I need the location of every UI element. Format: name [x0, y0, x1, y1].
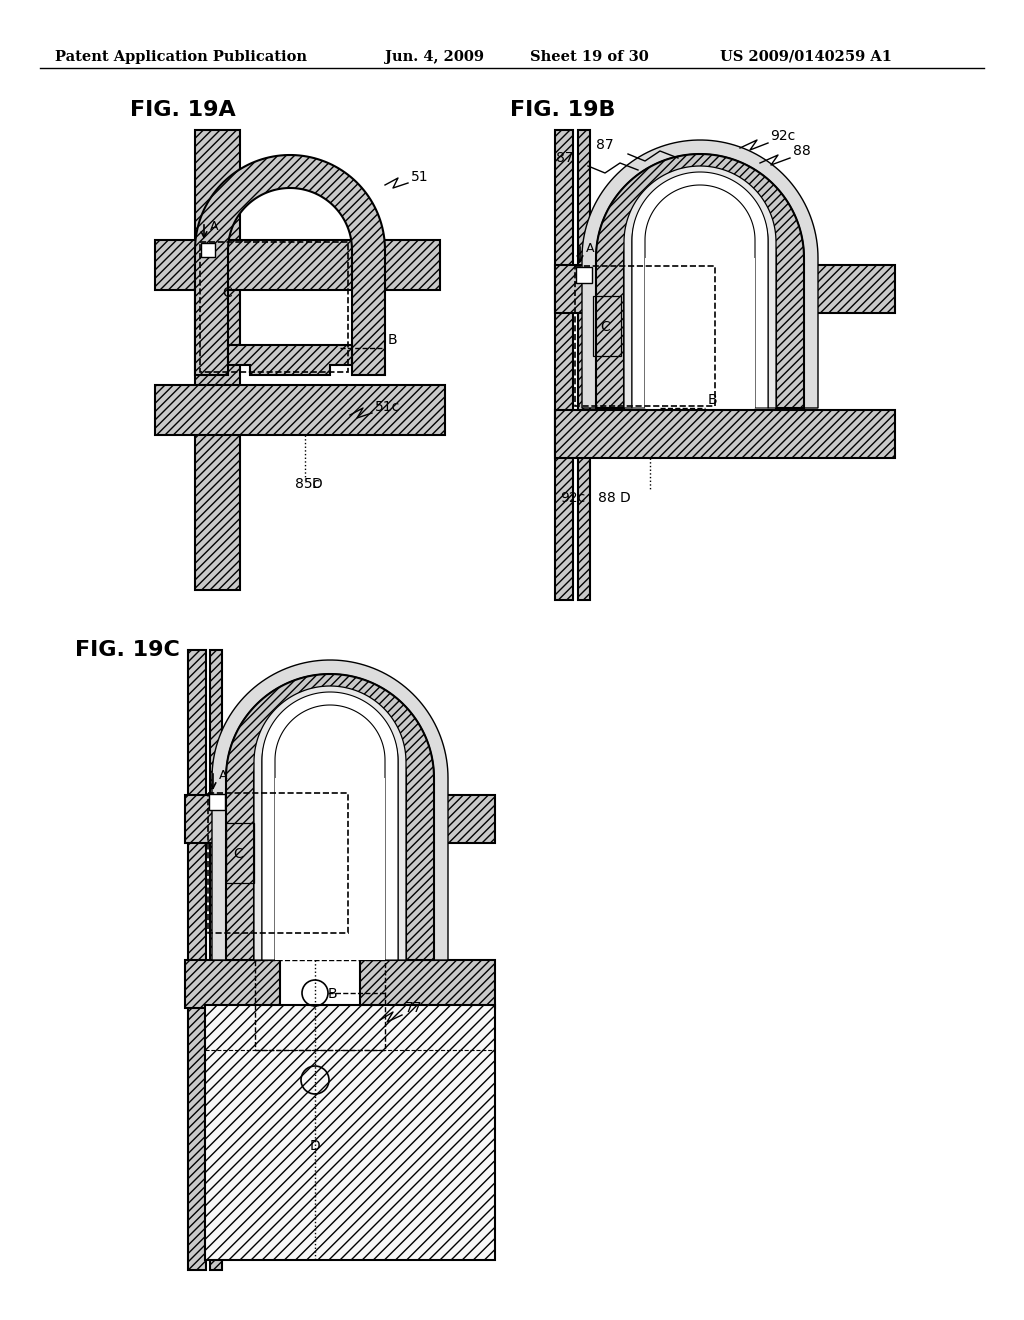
Text: 77: 77 [406, 1001, 423, 1015]
Bar [200, 242, 348, 372]
Bar [185, 960, 280, 1008]
Text: Sheet 19 of 30: Sheet 19 of 30 [530, 50, 649, 63]
Bar [155, 385, 445, 436]
Bar [185, 795, 495, 843]
Bar [575, 267, 715, 407]
Text: C: C [233, 847, 243, 861]
Text: A: A [210, 220, 218, 234]
Bar [210, 649, 222, 1270]
Text: D: D [312, 477, 323, 491]
Text: 87: 87 [596, 139, 613, 152]
Text: C: C [600, 319, 609, 334]
Bar [188, 649, 206, 1270]
Bar [195, 129, 240, 590]
Text: FIG. 19C: FIG. 19C [75, 640, 180, 660]
Polygon shape [212, 660, 449, 960]
Bar [201, 243, 215, 257]
Text: 88: 88 [598, 491, 615, 506]
Polygon shape [226, 675, 434, 960]
Bar [555, 129, 573, 601]
Bar [255, 960, 385, 1049]
Text: D: D [310, 1139, 321, 1152]
Text: 85c: 85c [295, 477, 321, 491]
Bar [208, 793, 348, 933]
Polygon shape [262, 692, 398, 960]
Polygon shape [596, 154, 804, 408]
Text: A: A [219, 770, 227, 781]
Polygon shape [582, 140, 818, 408]
Polygon shape [254, 686, 406, 960]
Text: B: B [328, 987, 338, 1001]
Bar [645, 257, 755, 408]
Text: Jun. 4, 2009: Jun. 4, 2009 [385, 50, 484, 63]
Text: FIG. 19A: FIG. 19A [130, 100, 236, 120]
Polygon shape [195, 154, 385, 375]
Text: 88: 88 [793, 144, 811, 158]
Bar [555, 265, 895, 313]
Polygon shape [624, 166, 776, 408]
Text: US 2009/0140259 A1: US 2009/0140259 A1 [720, 50, 892, 63]
Bar [275, 777, 385, 960]
Text: 51: 51 [411, 170, 429, 183]
Bar [555, 411, 895, 458]
Bar [205, 1005, 495, 1261]
Text: 92c: 92c [560, 491, 586, 506]
Polygon shape [632, 172, 768, 408]
Text: D: D [620, 491, 631, 506]
Text: 87: 87 [556, 150, 573, 165]
Bar [575, 267, 592, 282]
Bar [209, 795, 225, 810]
Polygon shape [228, 345, 352, 375]
Text: B: B [388, 333, 397, 347]
Bar [360, 960, 495, 1008]
Bar [578, 129, 590, 601]
Text: Patent Application Publication: Patent Application Publication [55, 50, 307, 63]
Bar [155, 240, 440, 290]
Text: B: B [708, 393, 718, 407]
Text: FIG. 19B: FIG. 19B [510, 100, 615, 120]
Text: C: C [222, 286, 231, 300]
Text: A: A [586, 242, 595, 255]
Text: 51c: 51c [375, 400, 400, 414]
Bar [593, 296, 621, 356]
Text: 92c: 92c [770, 129, 796, 143]
Bar [226, 822, 254, 883]
